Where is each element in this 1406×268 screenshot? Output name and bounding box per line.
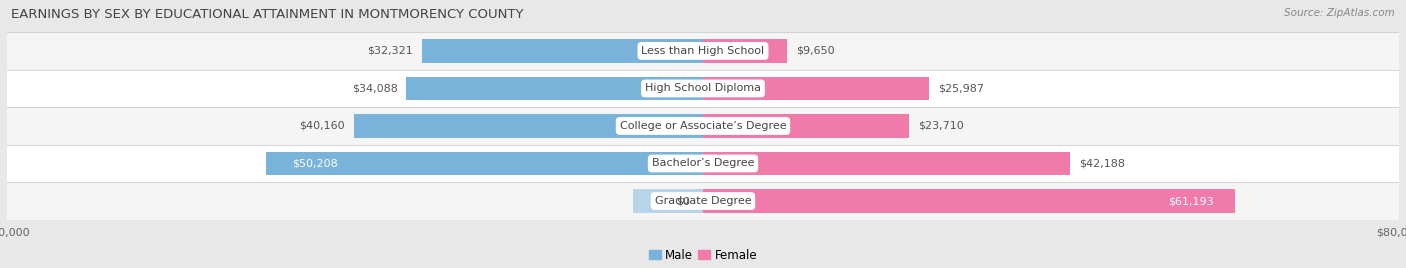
Bar bbox=[703, 189, 1236, 213]
Text: $23,710: $23,710 bbox=[918, 121, 963, 131]
Bar bbox=[633, 189, 703, 213]
Bar bbox=[7, 107, 1399, 145]
Bar bbox=[703, 39, 787, 62]
Bar bbox=[7, 182, 1399, 220]
Text: $9,650: $9,650 bbox=[796, 46, 834, 56]
Text: Graduate Degree: Graduate Degree bbox=[655, 196, 751, 206]
Bar bbox=[703, 152, 1070, 175]
Text: High School Diploma: High School Diploma bbox=[645, 83, 761, 94]
Text: EARNINGS BY SEX BY EDUCATIONAL ATTAINMENT IN MONTMORENCY COUNTY: EARNINGS BY SEX BY EDUCATIONAL ATTAINMEN… bbox=[11, 8, 524, 21]
Text: Bachelor’s Degree: Bachelor’s Degree bbox=[652, 158, 754, 169]
Text: $25,987: $25,987 bbox=[938, 83, 984, 94]
Text: Source: ZipAtlas.com: Source: ZipAtlas.com bbox=[1284, 8, 1395, 18]
Bar bbox=[406, 77, 703, 100]
Text: $50,208: $50,208 bbox=[292, 158, 339, 169]
Text: $61,193: $61,193 bbox=[1168, 196, 1213, 206]
Text: Less than High School: Less than High School bbox=[641, 46, 765, 56]
Bar bbox=[703, 114, 910, 137]
Text: College or Associate’s Degree: College or Associate’s Degree bbox=[620, 121, 786, 131]
Bar bbox=[7, 70, 1399, 107]
Bar bbox=[7, 145, 1399, 182]
Bar bbox=[354, 114, 703, 137]
Text: $40,160: $40,160 bbox=[299, 121, 344, 131]
Bar bbox=[7, 32, 1399, 70]
Bar bbox=[422, 39, 703, 62]
Text: $0: $0 bbox=[676, 196, 690, 206]
Text: $32,321: $32,321 bbox=[367, 46, 413, 56]
Text: $34,088: $34,088 bbox=[352, 83, 398, 94]
Text: $42,188: $42,188 bbox=[1078, 158, 1125, 169]
Bar bbox=[703, 77, 929, 100]
Legend: Male, Female: Male, Female bbox=[644, 244, 762, 266]
Bar bbox=[266, 152, 703, 175]
